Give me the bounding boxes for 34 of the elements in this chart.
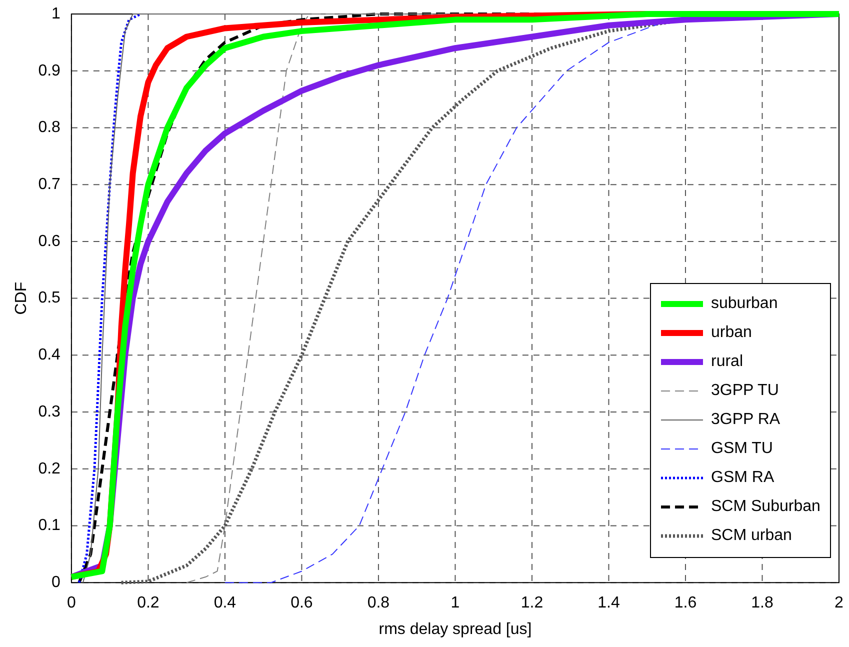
x-axis-title: rms delay spread [us] [378, 620, 532, 638]
x-tick-label: 0.6 [290, 594, 313, 612]
y-tick-label: 0.1 [38, 517, 61, 534]
y-tick-label: 0.2 [38, 460, 61, 478]
x-tick-label: 0.2 [137, 594, 160, 612]
x-tick-label: 2 [834, 594, 844, 612]
y-tick-label: 0.3 [38, 403, 61, 420]
legend-label: SCM urban [711, 527, 792, 546]
legend-label: suburban [711, 295, 778, 314]
y-tick-label: 0.8 [38, 119, 61, 136]
line-series [78, 12, 142, 584]
x-tick-label: 1.6 [674, 594, 697, 612]
y-tick-label: 1 [52, 5, 61, 22]
legend-label: urban [711, 324, 752, 342]
legend-label: GSM TU [711, 440, 773, 458]
legend-label: 3GPP RA [711, 411, 780, 430]
x-tick-label: 0.8 [367, 594, 390, 612]
legend-label: SCM Suburban [711, 498, 820, 516]
legend-label: GSM RA [711, 469, 774, 488]
x-tick-label: 1.8 [751, 594, 774, 612]
x-tick-label: 1 [450, 594, 460, 612]
y-tick-label: 0 [52, 574, 61, 592]
legend-label: 3GPP TU [711, 382, 779, 400]
y-tick-label: 0.6 [38, 232, 61, 250]
y-tick-label: 0.4 [38, 346, 61, 364]
x-tick-label: 0 [66, 594, 76, 612]
y-tick-label: 0.5 [38, 290, 61, 307]
y-tick-label: 0.7 [38, 176, 61, 193]
x-tick-label: 1.2 [520, 594, 544, 612]
x-tick-label: 0.4 [214, 594, 236, 612]
x-tick-label: 1.4 [598, 594, 620, 612]
y-axis-title: CDF [13, 282, 30, 315]
legend-label: rural [711, 353, 744, 372]
y-tick-label: 0.9 [38, 62, 61, 80]
